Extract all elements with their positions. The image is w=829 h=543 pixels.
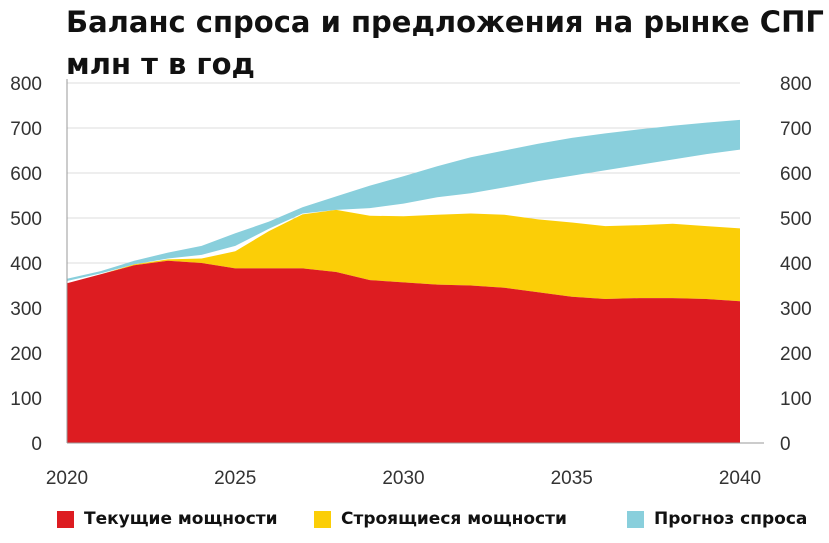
y-tick-label-left: 500 — [10, 209, 42, 230]
x-tick-label: 2030 — [382, 468, 424, 489]
y-tick-label-left: 100 — [10, 389, 42, 410]
x-tick-label: 2020 — [46, 468, 88, 489]
legend-label-demand: Прогноз спроса — [654, 509, 808, 529]
legend-item-demand: Прогноз спроса — [627, 505, 807, 533]
y-tick-label-right: 500 — [780, 209, 812, 230]
y-tick-label-right: 200 — [780, 344, 812, 365]
y-tick-label-right: 600 — [780, 164, 812, 185]
y-tick-label-left: 200 — [10, 344, 42, 365]
y-tick-label-right: 100 — [780, 389, 812, 410]
y-tick-label-right: 400 — [780, 254, 812, 275]
y-tick-label-right: 800 — [780, 74, 812, 95]
y-tick-label-left: 300 — [10, 299, 42, 320]
y-tick-label-left: 0 — [31, 434, 42, 455]
x-tick-label: 2035 — [551, 468, 593, 489]
legend-label-construction: Строящиеся мощности — [341, 509, 567, 529]
legend-swatch-current — [57, 510, 74, 528]
legend-item-construction: Строящиеся мощности — [314, 505, 567, 533]
legend-swatch-demand — [627, 510, 644, 528]
chart-subtitle: млн т в год — [66, 47, 255, 81]
y-tick-label-right: 0 — [780, 434, 791, 455]
chart-canvas: 0 0 100 100 200 200 300 300 400 400 500 500 600 600 70… — [10, 74, 811, 489]
chart-title: Баланс спроса и предложения на рынке СПГ — [66, 5, 824, 39]
y-tick-label-left: 800 — [10, 74, 42, 95]
legend-swatch-construction — [314, 510, 331, 528]
y-tick-label-right: 700 — [780, 119, 812, 140]
y-tick-label-left: 600 — [10, 164, 42, 185]
y-tick-label-left: 400 — [10, 254, 42, 275]
legend-label-current: Текущие мощности — [84, 509, 278, 529]
y-tick-label-right: 300 — [780, 299, 812, 320]
area-under-construction — [67, 209, 740, 302]
legend-item-current: Текущие мощности — [57, 505, 278, 533]
x-tick-label: 2040 — [719, 468, 761, 489]
y-tick-label-left: 700 — [10, 119, 42, 140]
chart-axes: 0 0 100 100 200 200 300 300 400 400 500 500 600 600 70… — [10, 74, 811, 489]
area-current-capacity — [67, 260, 740, 443]
chart-areas — [67, 119, 740, 443]
x-tick-label: 2025 — [214, 468, 256, 489]
area-demand-forecast — [67, 119, 740, 282]
